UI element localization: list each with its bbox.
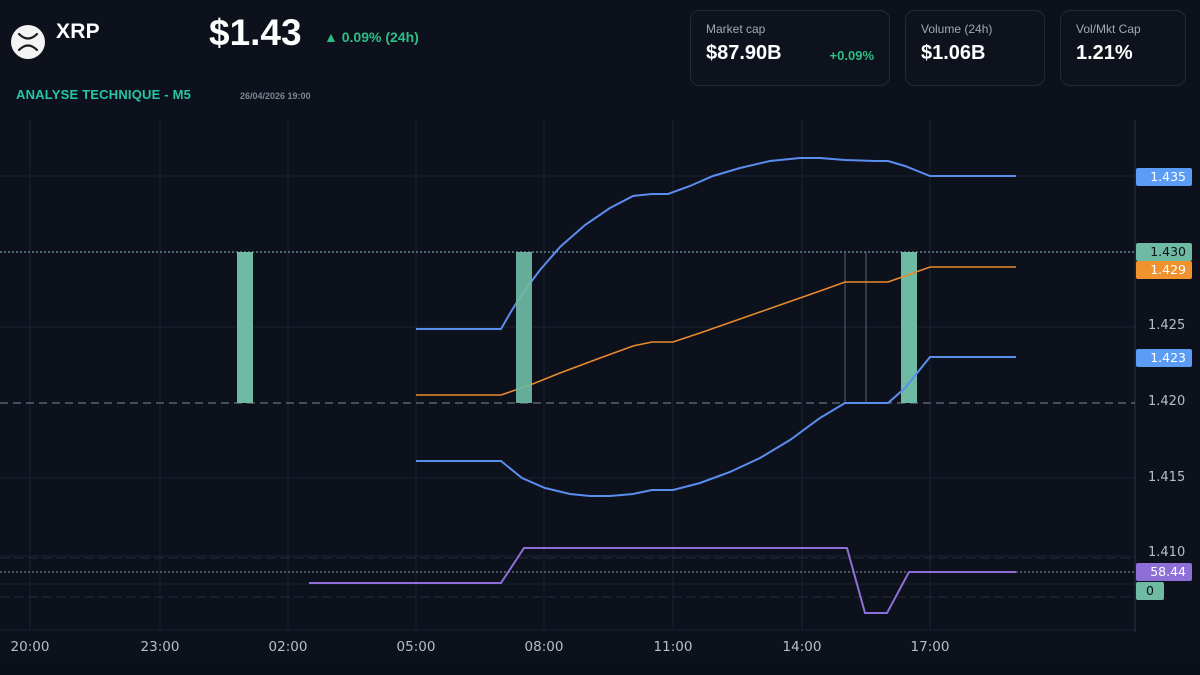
rsi-line: [309, 547, 1016, 614]
signal-bar: [901, 252, 917, 403]
x-tick: 11:00: [653, 639, 693, 655]
x-tick: 02:00: [268, 639, 308, 655]
x-tick: 14:00: [782, 639, 822, 655]
price-tag-volume: 0: [1136, 582, 1164, 600]
price-tag-bollinger-upper: 1.435: [1136, 168, 1192, 186]
market-cap-delta: +0.09%: [829, 48, 874, 63]
x-tick: 05:00: [396, 639, 436, 655]
ticker-symbol: XRP: [56, 20, 100, 43]
volume-label: Volume (24h): [921, 22, 993, 36]
vol-mkt-cap-value: 1.21%: [1076, 42, 1133, 64]
volume-value: $1.06B: [921, 42, 986, 64]
price-tag-last: 1.430: [1136, 243, 1192, 261]
bollinger-upper-line: [416, 157, 1016, 330]
current-price: $1.43: [209, 12, 302, 53]
price-tag-rsi: 58.44: [1136, 563, 1192, 581]
section-date: 26/04/2026 19:00: [240, 91, 311, 101]
market-cap-label: Market cap: [706, 22, 766, 36]
x-tick: 08:00: [524, 639, 564, 655]
vol-mkt-cap-label: Vol/Mkt Cap: [1076, 22, 1141, 36]
section-title: ANALYSE TECHNIQUE - M5: [16, 87, 192, 102]
header: XRP $1.43 ▲ 0.09% (24h) ANALYSE TECHNIQU…: [0, 0, 1200, 118]
grid-vertical: [29, 120, 931, 630]
x-tick: 23:00: [140, 639, 180, 655]
y-tick: 1.410: [1148, 545, 1186, 560]
signal-bar: [516, 252, 532, 403]
sma-line: [416, 266, 1016, 396]
xrp-logo-icon: [11, 25, 45, 59]
market-cap-card: Market cap $87.90B +0.09%: [690, 10, 890, 86]
price-tag-sma: 1.429: [1136, 261, 1192, 279]
y-tick: 1.420: [1148, 394, 1186, 409]
grid-horizontal: [0, 175, 1135, 631]
rsi-levels: [0, 557, 1135, 598]
x-tick: 17:00: [910, 639, 950, 655]
vol-mkt-cap-card: Vol/Mkt Cap 1.21%: [1060, 10, 1186, 86]
y-tick: 1.425: [1148, 318, 1186, 333]
volume-card: Volume (24h) $1.06B: [905, 10, 1045, 86]
bollinger-lower-line: [416, 356, 1016, 497]
price-tag-bollinger-lower: 1.423: [1136, 349, 1192, 367]
chart-canvas[interactable]: [0, 118, 1200, 675]
signal-bars: [237, 252, 917, 403]
y-tick: 1.415: [1148, 470, 1186, 485]
price-chart[interactable]: 1.435 1.430 1.429 1.425 1.423 1.420 1.41…: [0, 118, 1200, 675]
market-cap-value: $87.90B: [706, 42, 782, 64]
price-change-24h: ▲ 0.09% (24h): [324, 29, 419, 45]
signal-bar: [237, 252, 253, 403]
x-tick: 20:00: [10, 639, 50, 655]
bottom-bar: [0, 663, 1200, 675]
